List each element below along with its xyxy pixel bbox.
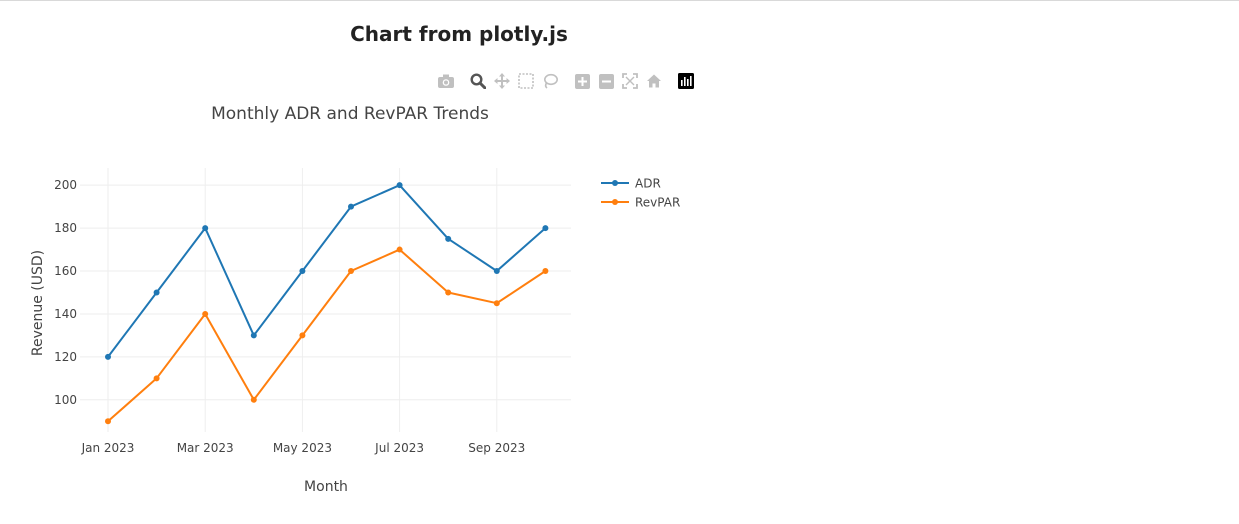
- y-tick-label: 160: [54, 264, 77, 278]
- grid-lines: [80, 168, 571, 432]
- legend-item-adr[interactable]: ADR: [601, 177, 661, 191]
- data-point-revpar[interactable]: [105, 418, 111, 425]
- data-point-adr[interactable]: [105, 353, 111, 360]
- data-point-adr[interactable]: [445, 235, 452, 242]
- x-tick-label: Jul 2023: [374, 441, 424, 455]
- data-point-adr[interactable]: [202, 225, 209, 232]
- top-divider: [0, 0, 1239, 1]
- data-point-adr[interactable]: [348, 203, 354, 210]
- y-axis-title: Revenue (USD): [30, 250, 46, 356]
- lasso-icon[interactable]: [540, 71, 560, 91]
- zoom-icon[interactable]: [468, 71, 488, 91]
- data-point-adr[interactable]: [493, 268, 500, 275]
- data-point-adr[interactable]: [299, 268, 306, 275]
- data-point-revpar[interactable]: [250, 396, 257, 403]
- y-tick-label: 200: [54, 178, 77, 192]
- series-line-adr[interactable]: [107, 184, 547, 358]
- data-point-adr[interactable]: [396, 182, 403, 189]
- x-tick-label: Sep 2023: [468, 441, 525, 455]
- camera-icon[interactable]: [436, 71, 456, 91]
- x-tick-label: Mar 2023: [177, 441, 234, 455]
- box-select-icon[interactable]: [516, 71, 536, 91]
- series-line-revpar[interactable]: [107, 248, 546, 423]
- x-axis-title: Month: [304, 479, 348, 495]
- autoscale-icon[interactable]: [620, 71, 640, 91]
- data-point-adr[interactable]: [153, 289, 160, 296]
- legend[interactable]: ADR RevPAR: [601, 177, 680, 210]
- chart-title: Monthly ADR and RevPAR Trends: [211, 104, 489, 124]
- pan-icon[interactable]: [492, 71, 512, 91]
- data-point-revpar[interactable]: [299, 332, 306, 339]
- data-point-revpar[interactable]: [348, 268, 354, 275]
- y-tick-label: 180: [54, 221, 77, 235]
- page-title: Chart from plotly.js: [350, 22, 568, 46]
- y-tick-label: 100: [54, 393, 77, 407]
- x-tick-label: May 2023: [273, 441, 332, 455]
- data-point-revpar[interactable]: [445, 289, 452, 296]
- data-point-revpar[interactable]: [542, 268, 549, 275]
- data-point-adr[interactable]: [542, 225, 549, 232]
- zoom-in-icon[interactable]: [572, 71, 592, 91]
- x-tick-label: Jan 2023: [81, 441, 135, 455]
- series-lines: [105, 182, 549, 425]
- zoom-out-icon[interactable]: [596, 71, 616, 91]
- plotly-logo-icon[interactable]: [676, 71, 696, 91]
- data-point-adr[interactable]: [250, 332, 257, 339]
- data-point-revpar[interactable]: [493, 300, 500, 307]
- data-point-revpar[interactable]: [396, 246, 403, 253]
- axis-ticks: 100 120 140 160 180 200 Jan 2023 Mar 2023 May 20…: [54, 178, 525, 455]
- legend-label: ADR: [635, 177, 661, 191]
- y-tick-label: 140: [54, 307, 77, 321]
- legend-label: RevPAR: [635, 196, 680, 210]
- data-point-revpar[interactable]: [153, 375, 160, 382]
- data-point-revpar[interactable]: [202, 310, 209, 317]
- y-tick-label: 120: [54, 350, 77, 364]
- legend-item-revpar[interactable]: RevPAR: [601, 196, 680, 210]
- reset-axes-icon[interactable]: [644, 71, 664, 91]
